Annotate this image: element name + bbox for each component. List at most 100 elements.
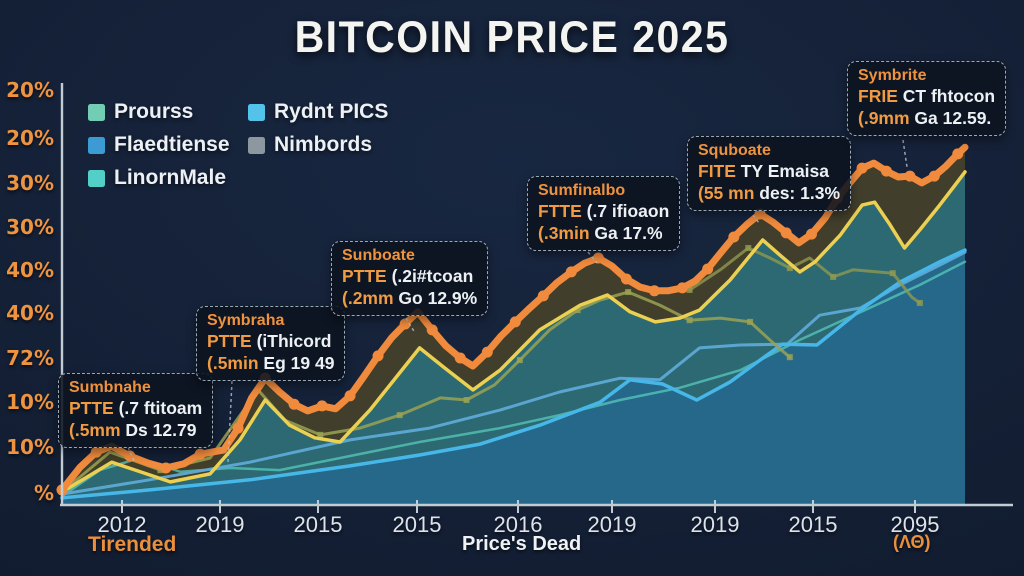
data-point-marker xyxy=(396,412,403,419)
annotation-value-2: des: 1.3% xyxy=(759,182,841,203)
annotation-key-2: (55 mn xyxy=(698,182,755,203)
annotation-title: Sumbnahe xyxy=(69,379,151,396)
annotation-callout: Sumbnahe PTTE (.7 ftitoam (.5mm Ds 12.79 xyxy=(58,373,214,449)
series-line-olive-upper xyxy=(688,246,922,305)
data-point-marker xyxy=(620,273,632,285)
y-tick-label: 72% xyxy=(6,346,54,370)
y-tick-label: 40% xyxy=(6,301,54,325)
x-tick-label: 2012 xyxy=(97,512,147,537)
data-point-marker xyxy=(780,227,792,239)
y-tick-label: 20% xyxy=(6,78,54,102)
annotation-key-1: PTTE xyxy=(207,330,252,351)
annotation-key-1: FRIE xyxy=(858,85,898,106)
legend-item: Flaedtiense xyxy=(88,133,230,157)
data-point-marker xyxy=(463,397,470,403)
x-tick-label: 2019 xyxy=(195,512,245,537)
data-point-marker xyxy=(399,318,411,330)
legend-swatch-icon xyxy=(88,103,105,121)
annotation-leader-line xyxy=(405,317,416,334)
data-point-marker xyxy=(880,165,892,177)
data-point-marker xyxy=(830,273,837,280)
data-point-marker xyxy=(317,431,324,438)
annotation-line-2: PTTE (.2i#tcoan xyxy=(342,266,477,288)
annotation-line-3: (.2mm Go 12.9% xyxy=(342,288,477,310)
annotation-line-2: PTTE (iThicord xyxy=(207,331,334,353)
y-tick-label: 10% xyxy=(6,390,54,414)
data-point-marker xyxy=(481,346,493,358)
annotation-line-3: (.9mm Ga 12.59. xyxy=(858,108,995,130)
data-point-marker xyxy=(160,462,172,474)
annotation-callout: Symbraha PTTE (iThicord (.5min Eg 19 49 xyxy=(196,306,346,382)
data-point-marker xyxy=(916,299,923,306)
data-point-marker xyxy=(747,318,754,325)
data-point-marker xyxy=(754,208,766,220)
annotation-leader-line xyxy=(902,139,908,168)
annotation-callout: Sunboate PTTE (.2i#tcoan (.2mm Go 12.9% xyxy=(331,241,489,317)
data-point-marker xyxy=(316,400,328,412)
annotation-leader-line xyxy=(227,380,233,463)
data-point-marker xyxy=(676,282,688,294)
annotation-callout: Squboate FITE TY Emaisa (55 mn des: 1.3% xyxy=(687,136,852,212)
annotation-key-2: (.5min xyxy=(207,352,259,373)
data-point-marker xyxy=(728,231,740,243)
legend-label: Nimbords xyxy=(274,133,373,156)
x-tick-label: 2019 xyxy=(690,512,740,537)
annotation-title: Squboate xyxy=(698,142,771,159)
legend-label: Rydnt PICS xyxy=(274,100,389,123)
legend-label: LinornMale xyxy=(114,166,227,189)
annotation-key-1: FTTE xyxy=(538,200,582,221)
legend-swatch-icon xyxy=(248,103,265,121)
annotation-value-2: Ds 12.79 xyxy=(125,419,197,440)
annotation-value-2: Eg 19 49 xyxy=(263,352,335,373)
x-tick-label: 2015 xyxy=(392,512,442,537)
x-tick-label: 2095 xyxy=(890,512,940,537)
annotation-line-3: (55 mn des: 1.3% xyxy=(698,183,840,205)
annotation-key-1: FITE xyxy=(698,160,736,181)
legend-swatch-icon xyxy=(88,136,105,154)
axis-footer-label: Price's Dead xyxy=(462,533,582,555)
annotation-leader-line xyxy=(587,251,598,264)
annotation-title: Symbraha xyxy=(207,312,285,329)
page-title: BITCOIN PRICE 2025 xyxy=(294,12,730,62)
annotation-value-1: (iThicord xyxy=(256,330,332,351)
series-line-yellow-trend xyxy=(60,170,967,494)
data-point-marker xyxy=(686,286,693,293)
legend-swatch-icon xyxy=(88,169,105,187)
annotation-key-2: (.2mm xyxy=(342,287,394,308)
annotation-leader-line xyxy=(127,446,135,462)
data-point-marker xyxy=(194,448,206,460)
legend-label: Prourss xyxy=(114,100,194,123)
annotation-callout: Symbrite FRIE CT fhtocon (.9mm Ga 12.59. xyxy=(847,61,1007,137)
data-point-marker xyxy=(625,289,632,296)
annotation-value-1: (.2i#tcoan xyxy=(391,265,474,286)
data-point-marker xyxy=(565,266,577,278)
annotation-value-2: Go 12.9% xyxy=(398,287,478,308)
data-point-marker xyxy=(686,317,693,324)
annotation-value-2: Ga 12.59. xyxy=(914,107,992,128)
data-point-marker xyxy=(805,228,817,240)
legend-item: Rydnt PICS xyxy=(248,100,388,124)
annotation-value-1: CT fhtocon xyxy=(902,85,996,106)
legend-swatch-icon xyxy=(248,136,265,154)
data-point-marker xyxy=(702,263,714,275)
data-point-marker xyxy=(648,285,660,297)
legend-label: Flaedtiense xyxy=(114,133,230,156)
area-fill xyxy=(62,250,965,505)
annotation-key-1: PTTE xyxy=(69,397,114,418)
legend-item: LinornMale xyxy=(88,166,226,190)
annotation-line-2: FTTE (.7 ifioaon xyxy=(538,201,669,223)
data-point-marker xyxy=(288,398,300,410)
data-point-marker xyxy=(574,307,581,314)
data-point-marker xyxy=(509,316,521,328)
annotation-key-2: (.9mm xyxy=(858,107,910,128)
data-point-marker xyxy=(232,422,244,434)
data-point-marker xyxy=(344,390,356,402)
annotation-callout: Sumfinalbo FTTE (.7 ifioaon (.3min Ga 17… xyxy=(527,176,681,252)
series-line-cyan-trend xyxy=(60,248,967,500)
y-tick-label: 30% xyxy=(6,171,54,195)
annotation-title: Symbrite xyxy=(858,67,927,84)
annotation-leader-line xyxy=(752,214,760,224)
data-point-marker xyxy=(786,354,793,361)
x-tick-label: 2015 xyxy=(788,512,838,537)
